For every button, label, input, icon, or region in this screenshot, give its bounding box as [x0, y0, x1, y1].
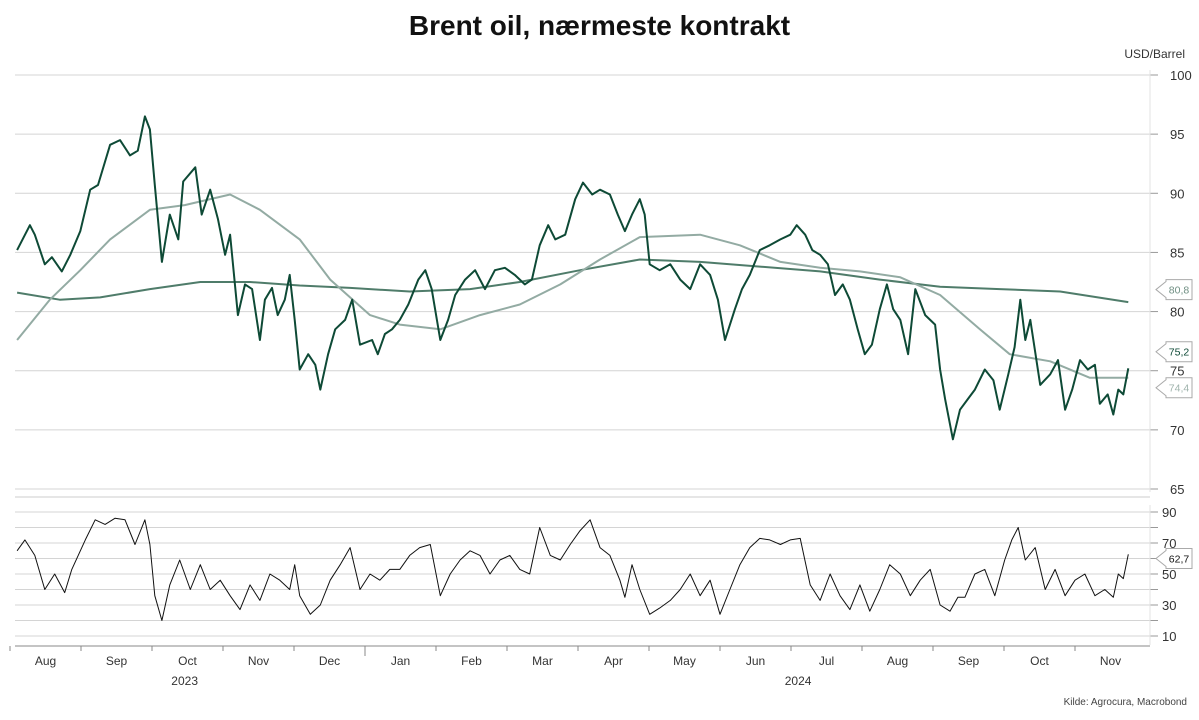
y-tick-label: 90 — [1162, 505, 1176, 520]
brent-last-value: 75,2 — [1169, 347, 1190, 359]
y-tick-label: 30 — [1162, 598, 1176, 613]
oscillator-last-value: 62,7 — [1169, 554, 1190, 566]
short-ma-last-value: 74,4 — [1169, 383, 1190, 395]
brent-price-line — [16, 115, 1130, 441]
y-tick-label: 70 — [1170, 423, 1184, 438]
source-note: Kilde: Agrocura, Macrobond — [1063, 697, 1187, 708]
x-tick-label: Mar — [532, 654, 553, 668]
x-tick-label: Aug — [35, 654, 56, 668]
brent-last-value-box — [1155, 341, 1193, 363]
x-tick-label: Sep — [958, 654, 980, 668]
oscillator-line — [16, 517, 1129, 621]
long-ma-last-value-box — [1155, 279, 1193, 301]
x-tick-label: Apr — [604, 654, 623, 668]
y-tick-label: 70 — [1162, 536, 1176, 551]
short-ma-last-value-box — [1155, 377, 1193, 399]
oscillator-last-value-box — [1155, 548, 1193, 569]
y-axis-unit-label: USD/Barrel — [1124, 47, 1185, 61]
year-label: 2023 — [171, 674, 198, 688]
x-tick-label: Jul — [819, 654, 834, 668]
x-tick-label: Dec — [319, 654, 340, 668]
y-tick-label: 65 — [1170, 482, 1184, 497]
y-tick-label: 85 — [1170, 245, 1184, 260]
year-label: 2024 — [785, 674, 812, 688]
y-tick-label: 80 — [1170, 305, 1184, 320]
x-tick-label: May — [673, 654, 696, 668]
x-tick-label: Feb — [461, 654, 482, 668]
x-tick-label: Jan — [391, 654, 410, 668]
y-tick-label: 75 — [1170, 364, 1184, 379]
y-tick-label: 10 — [1162, 629, 1176, 644]
y-tick-label: 90 — [1170, 186, 1184, 201]
x-tick-label: Nov — [248, 654, 269, 668]
x-tick-label: Sep — [106, 654, 128, 668]
y-tick-label: 50 — [1162, 567, 1176, 582]
short-ma-line — [16, 193, 1129, 379]
x-tick-label: Jun — [746, 654, 765, 668]
y-tick-label: 100 — [1170, 68, 1192, 83]
x-tick-label: Oct — [1030, 654, 1049, 668]
y-tick-label: 95 — [1170, 127, 1184, 142]
long-ma-line — [16, 258, 1129, 304]
chart-title: Brent oil, nærmeste kontrakt — [408, 10, 791, 41]
x-tick-label: Nov — [1100, 654, 1121, 668]
x-tick-label: Oct — [178, 654, 197, 668]
x-tick-label: Aug — [887, 654, 908, 668]
long-ma-last-value: 80,8 — [1169, 285, 1190, 297]
